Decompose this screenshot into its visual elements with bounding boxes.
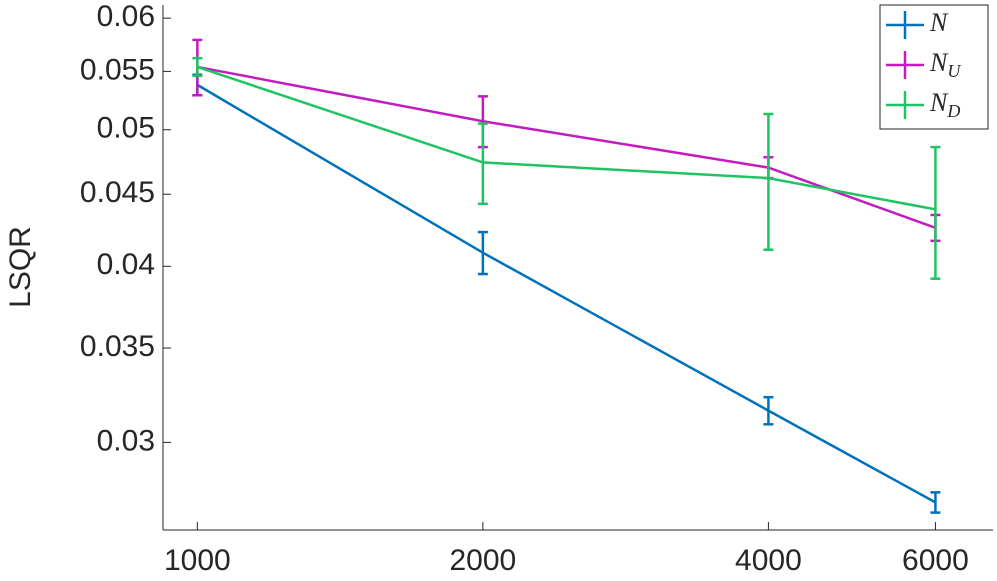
y-tick-label: 0.06 <box>97 0 155 33</box>
error-bar <box>192 56 203 78</box>
x-tick-label: 1000 <box>164 544 231 577</box>
y-tick-label: 0.04 <box>97 248 155 281</box>
error-bar <box>930 491 941 514</box>
y-tick-label: 0.035 <box>80 330 155 363</box>
y-tick-label: 0.055 <box>80 53 155 86</box>
x-tick-label: 6000 <box>902 544 969 577</box>
y-axis-label: LSQR <box>4 226 37 308</box>
legend-label: ND <box>929 88 960 121</box>
error-bar <box>763 112 774 251</box>
legend-label: N <box>929 8 949 37</box>
y-tick-label: 0.045 <box>80 176 155 209</box>
legend-label: NU <box>929 48 961 81</box>
x-tick-label: 2000 <box>450 544 517 577</box>
x-tick-label: 4000 <box>735 544 802 577</box>
error-bar <box>763 395 774 426</box>
error-bar <box>477 122 488 206</box>
error-bar <box>477 230 488 276</box>
y-tick-label: 0.05 <box>97 112 155 145</box>
error-bar <box>930 145 941 280</box>
y-tick-label: 0.03 <box>97 424 155 457</box>
series-line <box>196 83 937 504</box>
plot-area <box>163 5 993 530</box>
series-line <box>197 65 936 229</box>
series-line <box>196 65 936 211</box>
